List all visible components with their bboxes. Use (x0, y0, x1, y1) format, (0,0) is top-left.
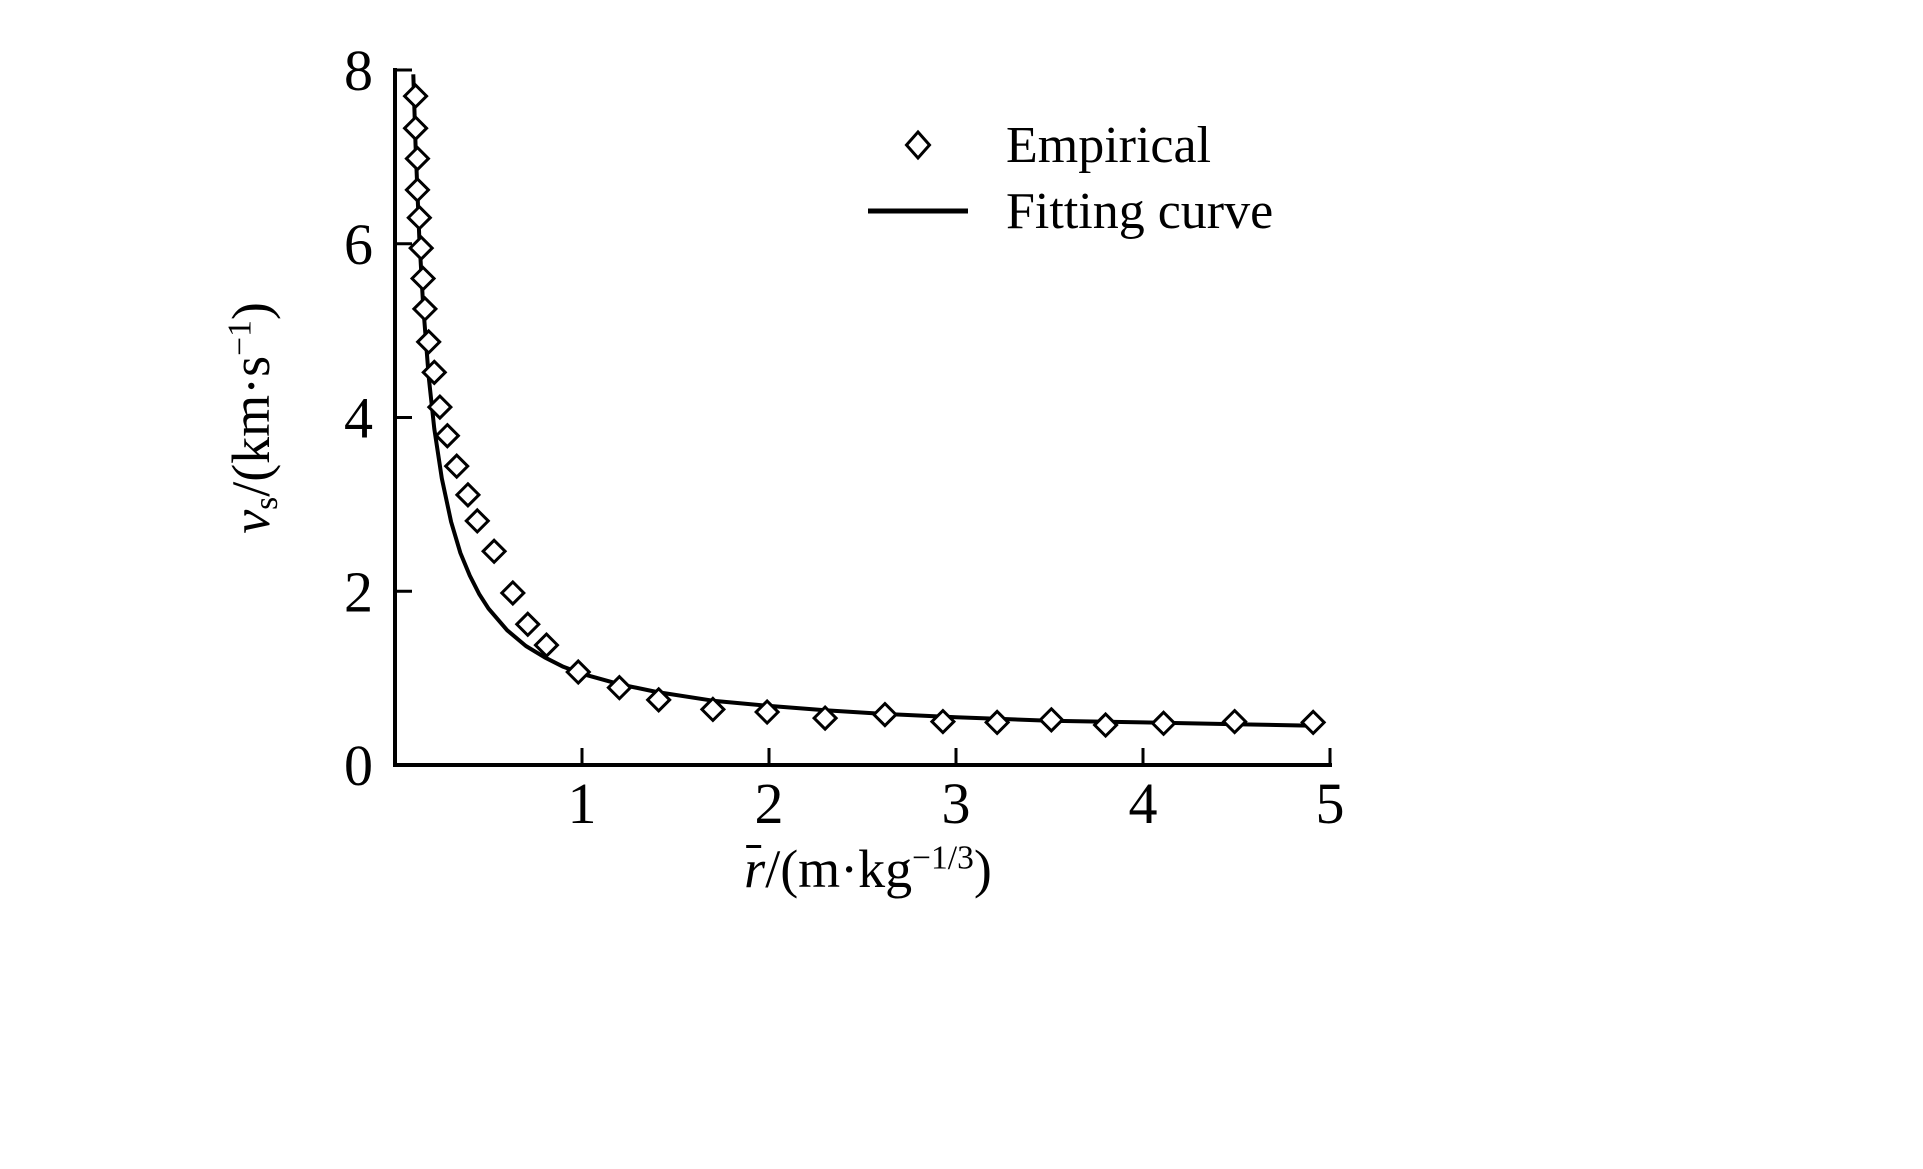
empirical-marker (1038, 706, 1065, 733)
line-sample-icon (866, 189, 970, 233)
y-axis-units: /(km·s (220, 355, 281, 497)
empirical-marker (415, 328, 442, 356)
empirical-marker (1092, 711, 1119, 739)
empirical-marker (421, 359, 448, 386)
empirical-marker (606, 674, 633, 701)
empirical-marker (404, 176, 431, 204)
y-tick-label: 2 (344, 559, 373, 624)
diamond-marker-icon (866, 123, 970, 167)
legend: Empirical Fitting curve (866, 116, 1273, 240)
empirical-marker (402, 82, 429, 110)
empirical-marker (443, 453, 470, 480)
empirical-marker (454, 481, 482, 508)
x-tick-label: 3 (942, 771, 971, 836)
empirical-marker (871, 701, 899, 728)
y-tick-label: 0 (344, 733, 373, 798)
x-axis-units: /(m·kg (765, 839, 913, 899)
y-axis-label: vs/(km·s−1) (220, 302, 286, 534)
empirical-marker (409, 265, 437, 292)
empirical-marker (404, 145, 431, 172)
x-axis-label: r/(m·kg−1/3) (744, 838, 992, 900)
x-tick-label: 4 (1129, 771, 1158, 836)
empirical-marker (514, 611, 541, 638)
empirical-marker (811, 704, 839, 732)
x-tick-label: 5 (1316, 771, 1345, 836)
y-axis-subscript: s (248, 496, 286, 510)
empirical-marker (1150, 710, 1177, 737)
empirical-marker (406, 204, 433, 231)
empirical-marker (754, 698, 781, 726)
empirical-marker (434, 422, 461, 449)
x-axis-exponent: −1/3 (912, 839, 974, 877)
empirical-marker (533, 631, 560, 659)
y-axis-units-close: ) (220, 302, 281, 321)
empirical-marker (984, 709, 1011, 736)
y-axis-variable: v (220, 509, 281, 534)
empirical-marker (1300, 709, 1327, 736)
legend-label-empirical: Empirical (1006, 116, 1212, 174)
empirical-marker (426, 393, 454, 421)
empirical-marker (411, 295, 439, 323)
empirical-marker (480, 538, 508, 565)
empirical-marker (699, 696, 727, 723)
y-axis-exponent: −1 (221, 320, 259, 356)
x-tick-label: 2 (755, 771, 784, 836)
y-tick-label: 4 (344, 386, 373, 451)
legend-label-fitting-curve: Fitting curve (1006, 182, 1274, 240)
legend-item-fitting-curve: Fitting curve (866, 182, 1273, 240)
empirical-marker (408, 234, 435, 262)
empirical-marker (464, 507, 491, 535)
empirical-marker (499, 579, 526, 607)
x-axis-variable: r (744, 839, 766, 899)
empirical-marker (1221, 708, 1248, 735)
empirical-marker (929, 708, 957, 735)
empirical-marker (402, 115, 429, 142)
y-tick-label: 6 (344, 212, 373, 277)
x-tick-label: 1 (568, 771, 597, 836)
empirical-marker (565, 658, 592, 686)
legend-item-empirical: Empirical (866, 116, 1273, 174)
y-tick-label: 8 (344, 38, 373, 103)
empirical-marker (645, 686, 672, 713)
x-axis-units-close: ) (973, 839, 992, 899)
